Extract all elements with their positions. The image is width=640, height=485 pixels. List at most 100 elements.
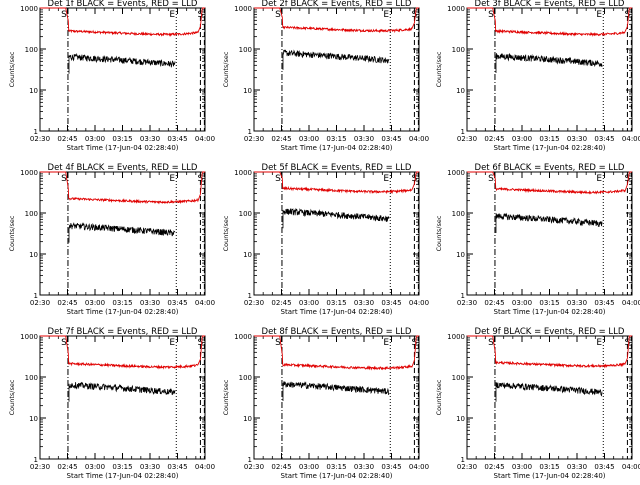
x-axis-label: Start Time (17-Jun-04 02:28:40) (281, 308, 393, 316)
panel-det-6: Det 6f BLACK = Events, RED = LLD 1 10 100 10… (435, 163, 640, 316)
marker-label-s: S (198, 338, 204, 348)
x-tick-label: 03:30 (354, 299, 374, 307)
y-tick-label: 100 (452, 374, 465, 382)
y-tick-label: 100 (452, 210, 465, 218)
marker-label-s: S (275, 10, 281, 20)
x-tick-label: 03:00 (512, 299, 532, 307)
plot-frame (39, 335, 206, 460)
marker-label-s: S (488, 174, 494, 184)
x-tick-label: 04:00 (622, 463, 640, 471)
y-tick-label: 10 (456, 87, 465, 95)
x-tick-label: 03:45 (381, 135, 401, 143)
marker-label-s: S (488, 10, 494, 20)
x-axis-label: Start Time (17-Jun-04 02:28:40) (494, 144, 606, 152)
marker-label-e: E (169, 338, 175, 348)
lld-series-line (254, 171, 419, 195)
y-tick-label: 10 (243, 251, 252, 259)
y-tick-label: 1 (34, 292, 38, 300)
x-axis-label: Start Time (17-Jun-04 02:28:40) (281, 144, 393, 152)
y-tick-label: 100 (25, 374, 38, 382)
x-tick-label: 03:15 (326, 463, 346, 471)
x-axis-label: Start Time (17-Jun-04 02:28:40) (67, 308, 179, 316)
x-tick-label: 04:00 (409, 299, 429, 307)
y-axis-label: Counts/sec (435, 51, 443, 87)
x-axis-label: Start Time (17-Jun-04 02:28:40) (494, 472, 606, 480)
y-tick-label: 100 (452, 46, 465, 54)
x-tick-label: 03:00 (85, 463, 105, 471)
x-tick-label: 03:15 (112, 135, 132, 143)
x-tick-label: 02:30 (30, 299, 50, 307)
y-tick-label: 1 (461, 456, 465, 464)
x-tick-label: 04:00 (622, 135, 640, 143)
x-tick-label: 02:30 (30, 135, 50, 143)
events-series-line (495, 382, 603, 402)
marker-label-s: S (412, 10, 418, 20)
y-tick-label: 100 (239, 46, 252, 54)
events-series-line (68, 52, 176, 74)
x-tick-label: 03:45 (594, 299, 614, 307)
y-axis-label: Counts/sec (222, 51, 230, 87)
lld-series-line (254, 335, 419, 371)
panel-title: Det 9f BLACK = Events, RED = LLD (475, 327, 625, 337)
panel-title: Det 7f BLACK = Events, RED = LLD (48, 327, 198, 337)
plot-frame (39, 171, 206, 296)
x-tick-label: 02:45 (57, 135, 77, 143)
marker-label-s: S (275, 174, 281, 184)
x-axis-label: Start Time (17-Jun-04 02:28:40) (67, 144, 179, 152)
y-tick-label: 10 (243, 87, 252, 95)
x-tick-label: 03:15 (326, 135, 346, 143)
panel-det-5: Det 5f BLACK = Events, RED = LLD 1 10 100 10… (222, 163, 429, 316)
marker-label-s: S (198, 174, 204, 184)
x-tick-label: 03:00 (299, 135, 319, 143)
x-tick-label: 03:45 (167, 135, 187, 143)
x-tick-label: 03:45 (381, 299, 401, 307)
x-tick-label: 03:45 (167, 299, 187, 307)
x-tick-label: 03:45 (594, 463, 614, 471)
x-tick-label: 04:00 (409, 463, 429, 471)
panel-title: Det 4f BLACK = Events, RED = LLD (48, 163, 198, 173)
panel-det-2: Det 2f BLACK = Events, RED = LLD 1 10 100 10… (222, 0, 429, 152)
marker-label-s: S (625, 10, 631, 20)
x-tick-label: 02:30 (457, 299, 477, 307)
y-tick-label: 1 (34, 456, 38, 464)
y-tick-label: 10 (29, 415, 38, 423)
marker-label-s: S (61, 338, 67, 348)
x-tick-label: 03:15 (112, 299, 132, 307)
x-axis-label: Start Time (17-Jun-04 02:28:40) (67, 472, 179, 480)
marker-label-s: S (61, 10, 67, 20)
plot-frame (253, 335, 420, 460)
x-tick-label: 04:00 (195, 135, 215, 143)
y-tick-label: 1000 (20, 333, 38, 341)
x-tick-label: 03:30 (354, 135, 374, 143)
events-series-line (68, 381, 176, 402)
y-axis-label: Counts/sec (8, 215, 16, 251)
y-tick-label: 1000 (20, 5, 38, 13)
y-axis-label: Counts/sec (8, 51, 16, 87)
y-tick-label: 1 (248, 456, 252, 464)
marker-label-s: S (412, 338, 418, 348)
x-tick-label: 02:30 (30, 463, 50, 471)
lld-series-line (254, 7, 419, 34)
x-tick-label: 03:30 (567, 135, 587, 143)
y-tick-label: 100 (25, 210, 38, 218)
y-tick-label: 1000 (447, 333, 465, 341)
panel-title: Det 2f BLACK = Events, RED = LLD (262, 0, 412, 9)
events-series-line (282, 381, 390, 401)
marker-label-e: E (383, 10, 389, 20)
marker-label-s: S (488, 338, 494, 348)
y-tick-label: 1000 (447, 169, 465, 177)
y-axis-label: Counts/sec (435, 215, 443, 251)
lld-series-line (467, 7, 632, 37)
x-tick-label: 02:45 (484, 135, 504, 143)
x-tick-label: 02:45 (57, 463, 77, 471)
x-axis-label: Start Time (17-Jun-04 02:28:40) (494, 308, 606, 316)
x-tick-label: 02:30 (244, 463, 264, 471)
marker-label-e: E (596, 338, 602, 348)
marker-label-s: S (61, 174, 67, 184)
x-tick-label: 03:30 (140, 135, 160, 143)
marker-label-s: S (275, 338, 281, 348)
panel-det-8: Det 8f BLACK = Events, RED = LLD 1 10 100 10… (222, 327, 429, 480)
x-tick-label: 03:00 (299, 463, 319, 471)
x-tick-label: 03:30 (354, 463, 374, 471)
x-tick-label: 03:30 (567, 299, 587, 307)
